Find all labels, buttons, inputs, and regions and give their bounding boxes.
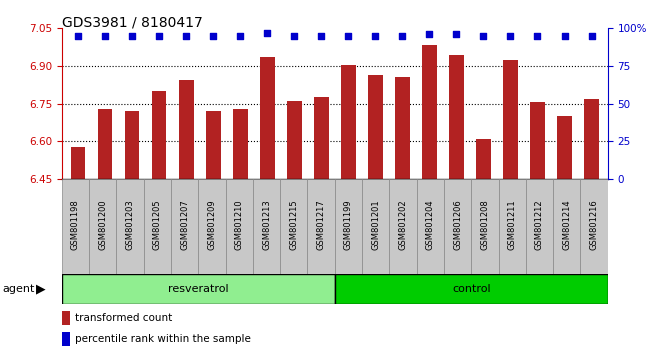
Text: GSM801201: GSM801201 [371, 199, 380, 250]
Bar [335, 274, 608, 304]
Bar [171, 179, 198, 274]
Text: control: control [452, 284, 491, 295]
Bar [198, 179, 226, 274]
Bar [280, 179, 307, 274]
Bar [389, 179, 417, 274]
Bar [98, 109, 112, 179]
Bar [503, 60, 518, 179]
Text: GSM801217: GSM801217 [317, 199, 326, 250]
Bar [179, 80, 194, 179]
Point [559, 33, 569, 39]
Bar [233, 109, 248, 179]
Text: GSM801199: GSM801199 [344, 199, 353, 250]
Point [343, 33, 354, 39]
Bar [144, 179, 171, 274]
Bar [444, 179, 471, 274]
Text: GDS3981 / 8180417: GDS3981 / 8180417 [62, 16, 203, 30]
Point [451, 32, 462, 37]
Text: GSM801202: GSM801202 [398, 199, 408, 250]
Bar [417, 179, 444, 274]
Point [100, 33, 110, 39]
Point [478, 33, 489, 39]
Bar [314, 97, 329, 179]
Bar [307, 179, 335, 274]
Bar [449, 55, 464, 179]
Text: GSM801200: GSM801200 [98, 199, 107, 250]
Text: GSM801212: GSM801212 [535, 199, 544, 250]
Text: GSM801216: GSM801216 [590, 199, 599, 250]
Point [73, 33, 83, 39]
Text: GSM801215: GSM801215 [289, 199, 298, 250]
Text: GSM801203: GSM801203 [125, 199, 135, 250]
Point [127, 33, 137, 39]
Text: GSM801209: GSM801209 [207, 199, 216, 250]
Bar [499, 179, 526, 274]
Point [154, 33, 164, 39]
Bar [260, 57, 274, 179]
Bar [557, 116, 572, 179]
Bar [530, 102, 545, 179]
Bar [287, 101, 302, 179]
Point [262, 30, 272, 36]
Point [586, 33, 597, 39]
Text: GSM801211: GSM801211 [508, 199, 517, 250]
Point [181, 33, 191, 39]
Bar [526, 179, 553, 274]
Bar [580, 179, 608, 274]
Text: agent: agent [3, 284, 35, 295]
Bar [395, 77, 410, 179]
Bar [341, 65, 356, 179]
Text: GSM801207: GSM801207 [180, 199, 189, 250]
Bar [335, 179, 362, 274]
Bar [62, 332, 70, 346]
Bar [62, 179, 89, 274]
Point [424, 32, 435, 37]
Bar [476, 139, 491, 179]
Bar [368, 75, 383, 179]
Text: GSM801208: GSM801208 [480, 199, 489, 250]
Text: resveratrol: resveratrol [168, 284, 229, 295]
Bar [116, 179, 144, 274]
Text: GSM801213: GSM801213 [262, 199, 271, 250]
Text: GSM801204: GSM801204 [426, 199, 435, 250]
Bar [62, 312, 70, 325]
Point [397, 33, 408, 39]
Point [370, 33, 380, 39]
Text: GSM801214: GSM801214 [562, 199, 571, 250]
Bar [71, 147, 85, 179]
Point [235, 33, 245, 39]
Text: GSM801198: GSM801198 [71, 199, 80, 250]
Bar [151, 91, 166, 179]
Point [208, 33, 218, 39]
Bar [253, 179, 280, 274]
Text: percentile rank within the sample: percentile rank within the sample [75, 334, 251, 344]
Text: transformed count: transformed count [75, 313, 172, 323]
Bar [422, 45, 437, 179]
Text: ▶: ▶ [36, 283, 46, 296]
Bar [553, 179, 580, 274]
Bar [584, 98, 599, 179]
Bar [125, 111, 140, 179]
Text: GSM801210: GSM801210 [235, 199, 244, 250]
Bar [89, 179, 116, 274]
Bar [205, 111, 220, 179]
Text: GSM801206: GSM801206 [453, 199, 462, 250]
Point [316, 33, 326, 39]
Bar [62, 274, 335, 304]
Bar [471, 179, 499, 274]
Bar [362, 179, 389, 274]
Point [505, 33, 515, 39]
Point [532, 33, 543, 39]
Text: GSM801205: GSM801205 [153, 199, 162, 250]
Bar [226, 179, 253, 274]
Point [289, 33, 300, 39]
